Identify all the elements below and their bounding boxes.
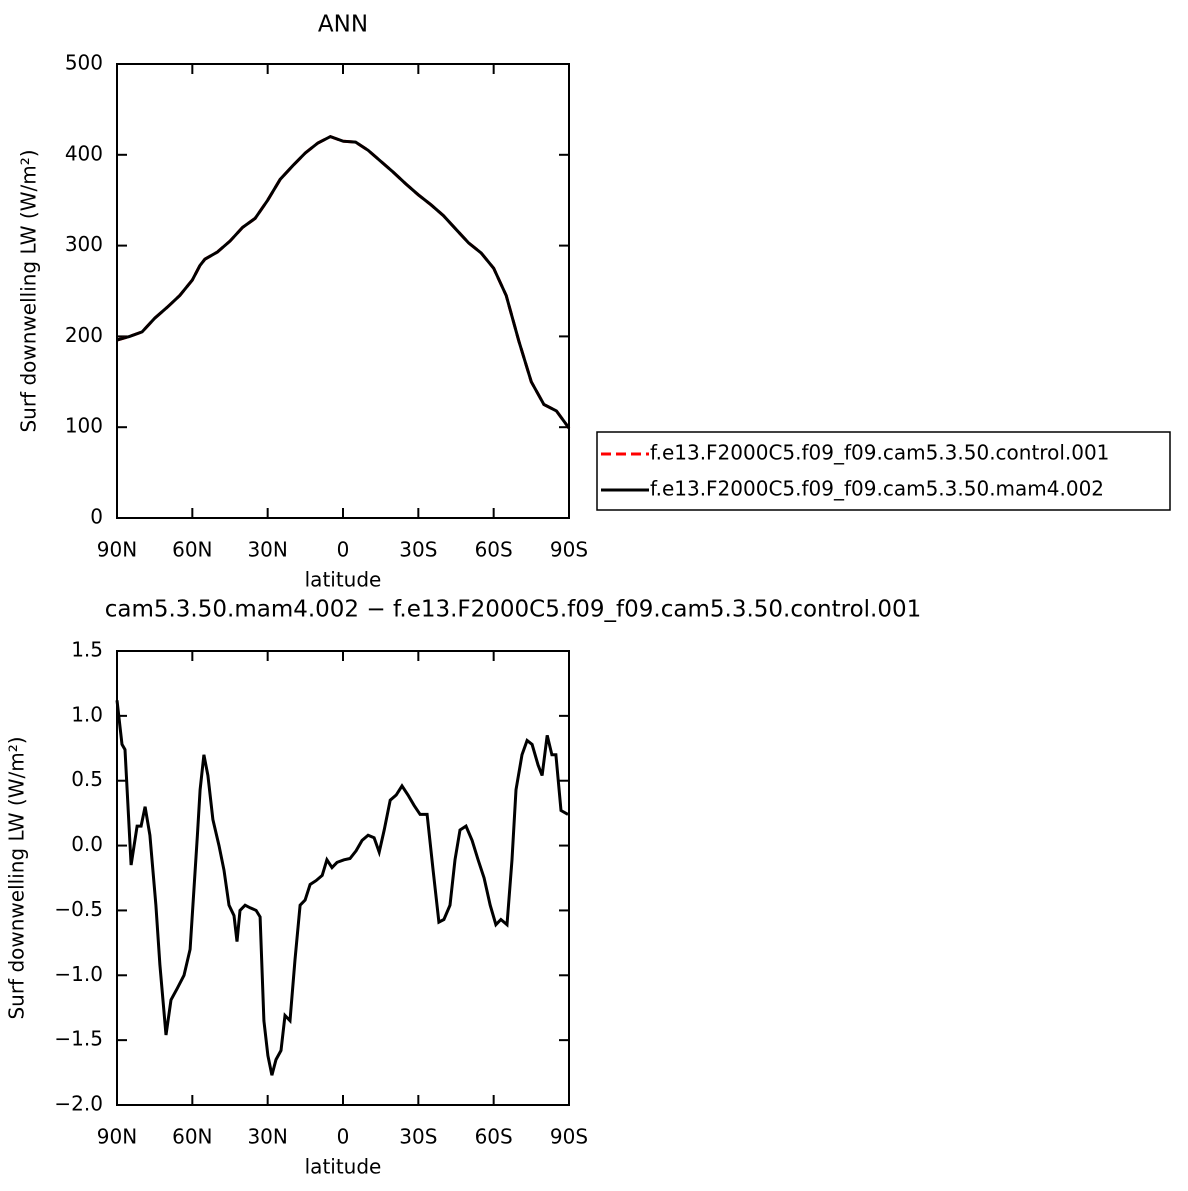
x-tick-label: 0 xyxy=(337,1125,350,1149)
y-tick-label: 100 xyxy=(65,414,103,438)
y-tick-label: 200 xyxy=(65,323,103,347)
x-tick-label: 90S xyxy=(550,538,588,562)
data-line xyxy=(116,134,571,429)
legend-label: f.e13.F2000C5.f09_f09.cam5.3.50.mam4.002 xyxy=(650,477,1104,501)
y-axis-label: Surf downwelling LW (W/m²) xyxy=(17,149,41,432)
x-tick-label: 90S xyxy=(550,1125,588,1149)
x-tick-label: 30N xyxy=(247,1125,287,1149)
y-tick-label: 0.5 xyxy=(71,767,103,791)
x-tick-label: 60N xyxy=(172,538,212,562)
y-tick-label: −2.0 xyxy=(54,1092,103,1116)
x-axis-label: latitude xyxy=(305,1155,382,1179)
y-tick-label: 0.0 xyxy=(71,832,103,856)
chart: cam5.3.50.mam4.002 − f.e13.F2000C5.f09_f… xyxy=(5,597,922,1179)
data-line xyxy=(115,700,569,1076)
plot-frame xyxy=(116,63,570,519)
x-tick-label: 60N xyxy=(172,1125,212,1149)
x-tick-label: 60S xyxy=(475,538,513,562)
y-tick-label: 500 xyxy=(65,51,103,75)
y-tick-label: 300 xyxy=(65,232,103,256)
x-tick-label: 0 xyxy=(337,538,350,562)
y-tick-label: −1.0 xyxy=(54,962,103,986)
y-tick-label: 1.0 xyxy=(71,702,103,726)
x-tick-label: 90N xyxy=(97,538,137,562)
legend-box xyxy=(596,431,1171,511)
plot-frame xyxy=(116,650,570,1106)
y-tick-label: −0.5 xyxy=(54,897,103,921)
chart: ANN latitude Surf downwelling LW (W/m²) 0 10… xyxy=(17,12,1171,592)
y-tick-label: 0 xyxy=(90,505,103,529)
y-tick-label: −1.5 xyxy=(54,1027,103,1051)
x-tick-label: 60S xyxy=(475,1125,513,1149)
y-tick-label: 1.5 xyxy=(71,638,103,662)
x-tick-label: 30S xyxy=(399,538,437,562)
chart-title: cam5.3.50.mam4.002 − f.e13.F2000C5.f09_f… xyxy=(105,597,922,623)
x-tick-label: 30S xyxy=(399,1125,437,1149)
legend-label: f.e13.F2000C5.f09_f09.cam5.3.50.control.… xyxy=(650,441,1109,465)
x-axis-label: latitude xyxy=(305,568,382,592)
y-tick-label: 400 xyxy=(65,141,103,165)
x-tick-label: 90N xyxy=(97,1125,137,1149)
y-axis-label: Surf downwelling LW (W/m²) xyxy=(5,736,29,1019)
chart-title: ANN xyxy=(318,12,368,38)
x-tick-label: 30N xyxy=(247,538,287,562)
